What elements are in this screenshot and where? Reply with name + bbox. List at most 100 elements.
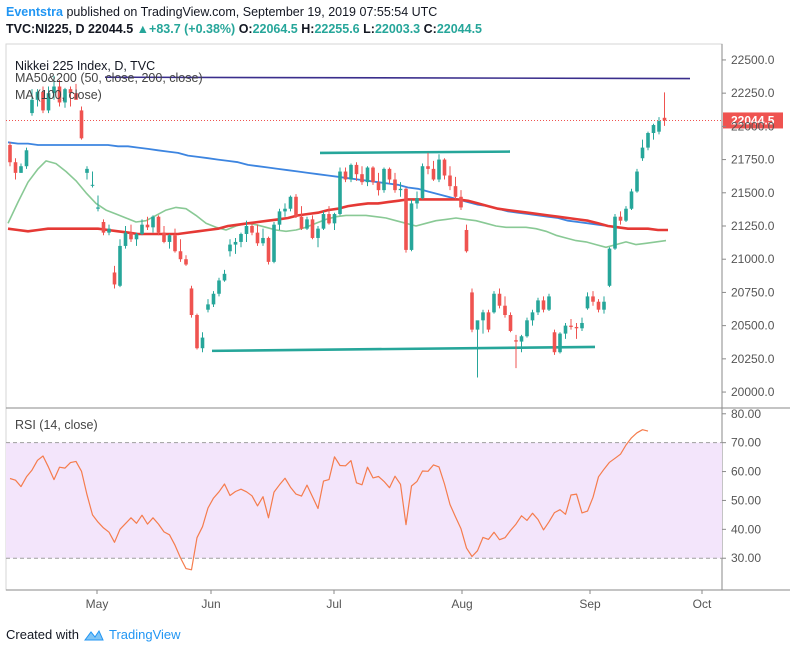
price-tick-label-5: 21250.0	[731, 219, 775, 233]
candle-body-34	[195, 315, 199, 349]
candle-body-38	[217, 280, 221, 294]
footer: Created with TradingView	[6, 627, 181, 642]
rsi-tick-label-4: 70.00	[731, 436, 761, 450]
legend-title: Nikkei 225 Index, D, TVC	[15, 59, 155, 73]
candle-body-0	[8, 144, 12, 163]
candle-body-50	[283, 208, 287, 212]
candle-body-46	[261, 237, 265, 244]
candle-body-9	[57, 86, 62, 103]
candle-body-85	[475, 320, 480, 330]
candle-body-112	[624, 208, 628, 221]
last-price-badge-text: 22044.5	[731, 113, 775, 127]
close-value: 22044.5	[436, 22, 482, 36]
candle-body-67	[376, 182, 381, 191]
candle-body-57	[321, 214, 326, 229]
price-tick-label-0: 20000.0	[731, 385, 775, 399]
candle-body-68	[382, 168, 386, 191]
author-link[interactable]: Eventstra	[6, 5, 63, 19]
candle-body-69	[387, 168, 392, 180]
candle-body-33	[189, 288, 194, 316]
candle-body-86	[481, 312, 485, 321]
candle-body-90	[503, 305, 507, 316]
candle-body-20	[118, 245, 122, 286]
candle-body-101	[563, 325, 568, 334]
rsi-band	[6, 442, 722, 559]
candle-body-15	[90, 184, 95, 186]
created-with-text: Created with	[6, 627, 79, 642]
candle-body-19	[112, 272, 117, 285]
price-tick-label-8: 22000.0	[731, 119, 775, 133]
candle-body-82	[459, 196, 463, 208]
candle-body-14	[85, 168, 89, 173]
candle-body-1	[13, 162, 18, 173]
candle-body-106	[591, 296, 595, 302]
price-tick-label-7: 21750.0	[731, 153, 775, 167]
candle-body-95	[530, 312, 535, 321]
candle-body-60	[338, 171, 342, 215]
high-label: H:	[301, 22, 315, 36]
candle-body-49	[277, 211, 282, 225]
last-price: 22044.5	[87, 22, 134, 36]
candle-body-54	[305, 219, 309, 229]
candle-body-115	[640, 147, 645, 159]
candle-body-10	[63, 89, 67, 103]
candle-body-84	[470, 292, 474, 330]
candle-body-2	[19, 166, 23, 173]
candle-body-3	[24, 150, 29, 167]
candle-body-4	[30, 99, 34, 114]
time-tick-label-5: Oct	[693, 597, 712, 611]
candle-body-56	[316, 228, 320, 238]
candle-body-88	[492, 293, 496, 313]
candle-body-22	[129, 232, 133, 240]
published-line: Eventstra published on TradingView.com, …	[6, 4, 786, 21]
candle-body-92	[514, 340, 518, 342]
candle-body-108	[602, 301, 606, 310]
candle-body-47	[266, 237, 271, 262]
last-price-badge	[723, 112, 783, 129]
candle-body-62	[349, 164, 353, 180]
candle-body-73	[409, 203, 414, 250]
candle-body-81	[453, 186, 458, 197]
candle-body-113	[629, 191, 634, 209]
time-tick-label-1: Jun	[201, 597, 220, 611]
candle-body-102	[569, 325, 573, 327]
candle-body-12	[74, 93, 78, 100]
trendline-resistance	[319, 150, 511, 155]
candle-body-51	[288, 196, 293, 209]
candle-body-64	[360, 174, 364, 183]
candle-body-6	[41, 91, 45, 111]
legend-ma100: MA (100, close)	[15, 88, 102, 102]
up-arrow-icon: ▲	[136, 22, 150, 36]
candle-body-59	[332, 214, 337, 224]
candle-body-116	[646, 133, 650, 148]
open-value: 22064.5	[252, 22, 298, 36]
candle-body-41	[233, 241, 238, 245]
low-value: 22003.3	[374, 22, 421, 36]
candle-body-75	[420, 166, 425, 199]
candle-body-74	[415, 198, 419, 204]
candle-body-28	[162, 232, 166, 242]
candle-body-40	[228, 244, 232, 252]
candle-body-71	[398, 188, 403, 191]
rsi-tick-label-2: 50.00	[731, 493, 761, 507]
rsi-tick-label-5: 80.00	[731, 407, 761, 421]
candle-body-53	[299, 216, 304, 229]
candle-body-110	[613, 216, 617, 249]
price-tick-label-4: 21000.0	[731, 252, 775, 266]
candle-body-87	[486, 312, 491, 330]
tradingview-cloud-icon	[83, 629, 104, 640]
candle-body-98	[547, 296, 551, 310]
candle-body-16	[96, 207, 100, 209]
rsi-line	[9, 429, 649, 571]
candle-body-96	[536, 300, 540, 313]
candle-body-100	[558, 333, 562, 353]
candle-body-111	[618, 216, 623, 221]
open-label: O:	[238, 22, 253, 36]
candle-body-39	[222, 273, 227, 281]
candle-body-11	[68, 89, 73, 94]
candle-body-70	[393, 179, 397, 191]
tradingview-brand[interactable]: TradingView	[108, 627, 181, 642]
candle-body-91	[508, 315, 513, 331]
candle-body-83	[464, 229, 469, 252]
